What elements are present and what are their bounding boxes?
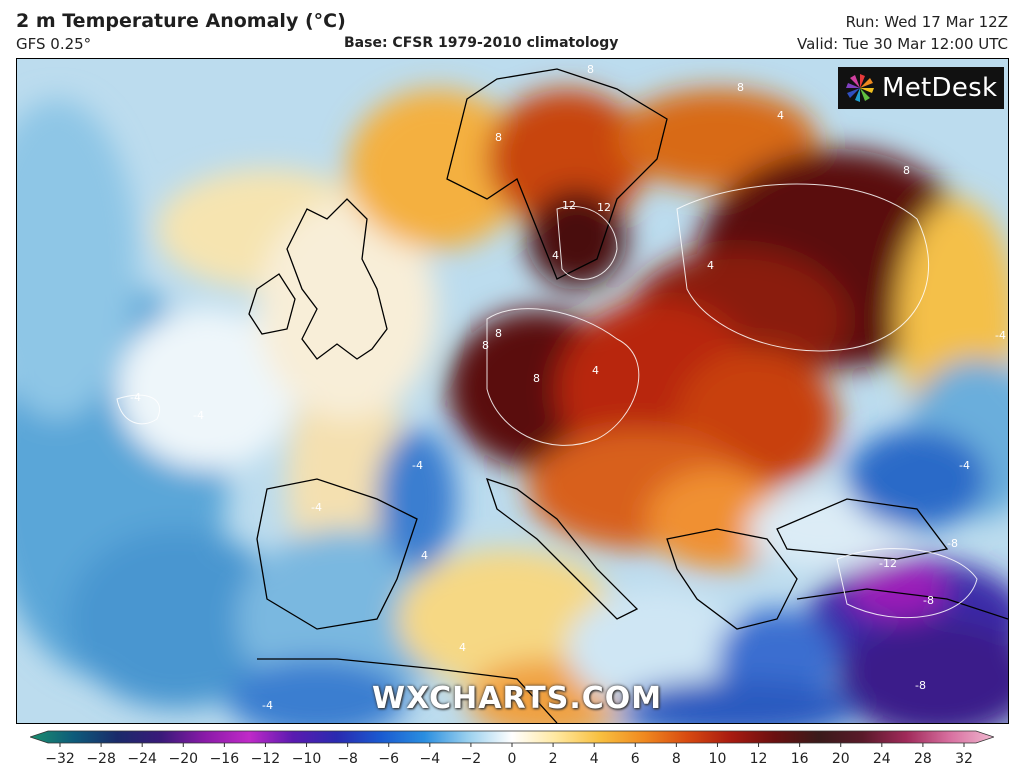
ireland-outline: [248, 273, 296, 335]
colorbar-tick-label: 6: [631, 751, 640, 767]
italy-outline: [485, 477, 639, 620]
contour-label: 8: [737, 81, 744, 94]
contour-label: 4: [592, 364, 599, 377]
contour-label: 8: [533, 372, 540, 385]
contour-label: 12: [562, 199, 576, 212]
colorbar-tick-label: 28: [914, 751, 932, 767]
colorbar-tick-label: −10: [292, 751, 322, 767]
contour-neg4-atlantic: [116, 394, 160, 425]
colorbar-tick-label: −12: [251, 751, 281, 767]
contour-labels: 8 8 8 12 12 8 8 8 8 4 4 4 4 -4 -4 -4 -4 …: [130, 63, 1006, 712]
contour-label: -8: [923, 594, 934, 607]
contour-label: -4: [311, 501, 322, 514]
contour-label: -4: [262, 699, 273, 712]
colorbar: −32 −28 −24 −20 −16 −12 −10 −8 −6 −4 −2 0 2 4 6 8 10 12 16…: [30, 730, 994, 767]
colorbar-tick-label: −8: [337, 751, 358, 767]
contour-label: -4: [995, 329, 1006, 342]
colorbar-tick-label: −20: [168, 751, 198, 767]
anomaly-field: [17, 89, 1008, 723]
contour-label: -12: [879, 557, 897, 570]
contour-label: 8: [482, 339, 489, 352]
contour-label: -8: [947, 537, 958, 550]
north-africa-coast: [257, 658, 558, 723]
map-canvas: 8 8 8 12 12 8 8 8 8 4 4 4 4 -4 -4 -4 -4 …: [17, 59, 1008, 723]
contour-label: 12: [597, 201, 611, 214]
wxcharts-watermark: WXCHARTS.COM: [372, 681, 663, 716]
colorbar-ticks: −32 −28 −24 −20 −16 −12 −10 −8 −6 −4 −2 0 2 4 6 8 10 12 16…: [45, 743, 973, 767]
contour-8-russia: [676, 183, 930, 352]
contour-label: -4: [130, 391, 141, 404]
pinwheel-icon: [846, 74, 874, 102]
contour-label: -4: [193, 409, 204, 422]
contour-12-sweden: [556, 205, 618, 280]
contour-label: 8: [587, 63, 594, 76]
metdesk-logo: MetDesk: [838, 67, 1004, 109]
colorbar-tick-label: −28: [86, 751, 116, 767]
run-label: Run: Wed 17 Mar 12Z: [845, 13, 1008, 31]
valid-label: Valid: Tue 30 Mar 12:00 UTC: [796, 35, 1008, 53]
black-sea-outline: [776, 498, 949, 560]
anomaly-map: 8 8 8 12 12 8 8 8 8 4 4 4 4 -4 -4 -4 -4 …: [16, 58, 1009, 724]
colorbar-tick-label: −24: [127, 751, 157, 767]
colorbar-tick-label: −6: [378, 751, 399, 767]
colorbar-tick-label: 16: [791, 751, 809, 767]
colorbar-tick-label: 32: [955, 751, 973, 767]
contour-label: 4: [421, 549, 428, 562]
colorbar-tick-label: 0: [508, 751, 517, 767]
colorbar-tick-label: 2: [549, 751, 558, 767]
contour-label: -8: [915, 679, 926, 692]
iberia-outline: [256, 478, 418, 630]
colorbar-tick-label: −32: [45, 751, 75, 767]
contour-label: 8: [495, 131, 502, 144]
brand-name: MetDesk: [882, 73, 998, 103]
chart-title: 2 m Temperature Anomaly (°C): [16, 10, 346, 32]
contour-label: 4: [777, 109, 784, 122]
colorbar-tick-label: 4: [590, 751, 599, 767]
model-label: GFS 0.25°: [16, 35, 92, 53]
scandinavia-outline: [446, 68, 668, 280]
contour-label: 8: [495, 327, 502, 340]
colorbar-tick-label: 24: [873, 751, 891, 767]
contour-label: 4: [552, 249, 559, 262]
balkans-outline: [666, 528, 798, 630]
contour-label: 8: [903, 164, 910, 177]
contour-label: -4: [412, 459, 423, 472]
colorbar-tick-label: 12: [750, 751, 768, 767]
colorbar-tick-label: 10: [709, 751, 727, 767]
contour-label: 4: [459, 641, 466, 654]
colorbar-tick-label: −2: [461, 751, 482, 767]
coastlines: [248, 68, 1008, 723]
contour-neg8-turkey: [836, 548, 978, 619]
great-britain-outline: [286, 198, 388, 360]
contour-label: 4: [707, 259, 714, 272]
colorbar-tick-label: −4: [419, 751, 440, 767]
contour-lines: [116, 183, 978, 619]
colorbar-tick-label: 8: [672, 751, 681, 767]
contour-8-central: [486, 308, 640, 446]
colorbar-tick-label: 20: [832, 751, 850, 767]
climatology-label: Base: CFSR 1979-2010 climatology: [344, 35, 619, 51]
colorbar-tick-label: −16: [210, 751, 240, 767]
colorbar-strip: [30, 730, 994, 744]
turkey-coast: [796, 588, 1008, 620]
contour-label: -4: [959, 459, 970, 472]
